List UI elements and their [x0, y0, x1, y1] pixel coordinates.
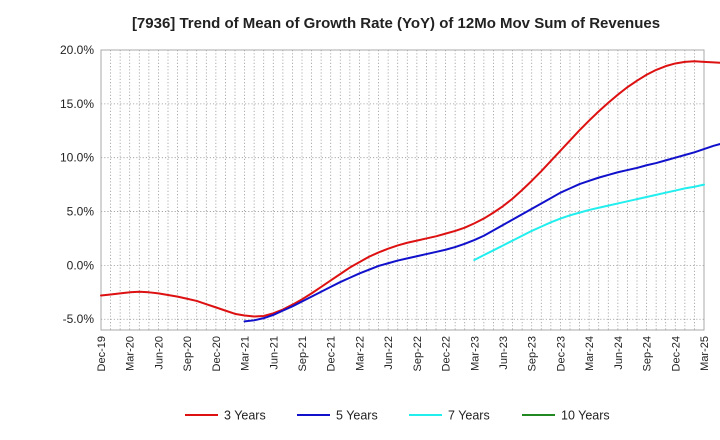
series-line-7-years — [473, 183, 705, 261]
x-tick-label: Sep-22 — [412, 336, 424, 371]
x-tick-label: Mar-23 — [469, 336, 481, 371]
x-tick-label: Mar-20 — [125, 336, 137, 371]
x-tick-label: Jun-20 — [153, 336, 165, 370]
x-tick-label: Jun-24 — [613, 336, 625, 370]
x-axis-ticks: Dec-19 Mar-20 Jun-20 Sep-20 Dec-20 Mar-21 Jun-… — [96, 336, 711, 371]
y-tick-label: -5.0% — [63, 312, 95, 326]
x-tick-label: Dec-19 — [96, 336, 108, 371]
y-axis-ticks: -5.0% 0.0% 5.0% 10.0% 15.0% 20.0% — [60, 43, 94, 326]
legend-label: 7 Years — [448, 409, 490, 423]
x-tick-label: Dec-22 — [441, 336, 453, 371]
grid — [101, 49, 704, 330]
y-tick-label: 10.0% — [60, 151, 94, 165]
y-tick-label: 15.0% — [60, 97, 94, 111]
x-tick-label: Mar-21 — [240, 336, 252, 371]
series-line-5-years — [243, 142, 720, 323]
x-tick-label: Jun-23 — [498, 336, 510, 370]
y-tick-label: 0.0% — [67, 258, 95, 272]
series-lines — [100, 60, 720, 323]
chart-title: [7936] Trend of Mean of Growth Rate (YoY… — [132, 15, 660, 32]
x-tick-label: Sep-21 — [297, 336, 309, 371]
x-tick-label: Dec-20 — [211, 336, 223, 371]
legend-label: 10 Years — [561, 409, 610, 423]
x-tick-label: Jun-21 — [268, 336, 280, 370]
legend-label: 5 Years — [336, 409, 378, 423]
x-tick-label: Jun-22 — [383, 336, 395, 370]
y-tick-label: 20.0% — [60, 43, 94, 57]
x-tick-label: Sep-24 — [642, 336, 654, 371]
x-tick-label: Sep-20 — [182, 336, 194, 371]
x-tick-label: Mar-25 — [699, 336, 711, 371]
x-tick-label: Dec-21 — [326, 336, 338, 371]
x-tick-label: Dec-23 — [555, 336, 567, 371]
legend-label: 3 Years — [224, 409, 266, 423]
legend: 3 Years 5 Years 7 Years 10 Years — [185, 409, 610, 423]
x-tick-label: Sep-23 — [527, 336, 539, 371]
plot-area-border — [100, 49, 705, 331]
series-line-3-years — [100, 60, 720, 318]
x-tick-label: Mar-24 — [584, 336, 596, 371]
x-tick-label: Dec-24 — [670, 336, 682, 371]
y-tick-label: 5.0% — [67, 205, 95, 219]
x-tick-label: Mar-22 — [354, 336, 366, 371]
